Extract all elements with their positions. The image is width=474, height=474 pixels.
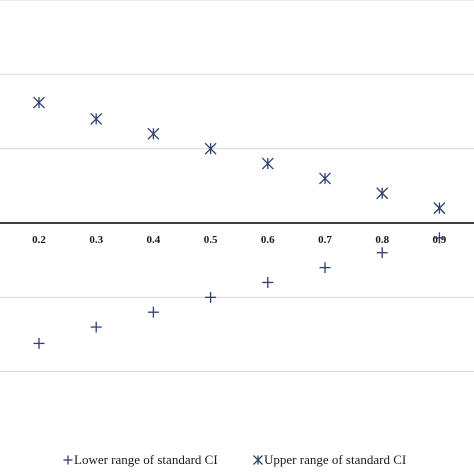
lower-ci-point bbox=[33, 337, 45, 349]
legend-label-lower: Lower range of standard CI bbox=[74, 452, 218, 467]
upper-ci-point bbox=[147, 127, 160, 140]
x-tick-label: 0.5 bbox=[204, 234, 218, 246]
x-tick-label: 0.6 bbox=[261, 234, 275, 246]
legend-item-lower: Lower range of standard CI bbox=[63, 452, 218, 467]
upper-ci-point bbox=[376, 187, 389, 200]
upper-ci-point bbox=[33, 96, 45, 109]
lower-ci-point bbox=[262, 276, 274, 288]
lower-ci-point bbox=[147, 306, 159, 318]
upper-ci-point bbox=[433, 202, 446, 215]
x-tick-label: 0.3 bbox=[89, 234, 103, 246]
lower-ci-point bbox=[376, 247, 388, 259]
lower-ci-point bbox=[433, 232, 445, 244]
data-markers bbox=[33, 96, 446, 349]
legend-item-upper: Upper range of standard CI bbox=[253, 452, 406, 467]
lower-ci-point bbox=[319, 262, 331, 274]
legend-marker-plus bbox=[63, 455, 73, 465]
x-tick-label: 0.8 bbox=[375, 234, 389, 246]
lower-ci-point bbox=[90, 321, 102, 333]
upper-ci-point bbox=[261, 157, 274, 170]
upper-ci-point bbox=[90, 112, 103, 125]
upper-ci-point bbox=[319, 172, 331, 185]
legend-marker-asterisk bbox=[253, 455, 263, 465]
legend: Lower range of standard CI Upper range o… bbox=[63, 452, 406, 467]
gridlines bbox=[0, 0, 474, 373]
x-tick-label: 0.2 bbox=[32, 234, 46, 246]
x-tick-label: 0.4 bbox=[147, 234, 161, 246]
lower-ci-point bbox=[205, 291, 217, 303]
upper-ci-point bbox=[204, 142, 217, 155]
x-tick-label: 0.7 bbox=[318, 234, 332, 246]
x-tick-labels: 0.2 0.3 0.4 0.5 0.6 0.7 0.8 0.9 bbox=[32, 234, 447, 246]
legend-label-upper: Upper range of standard CI bbox=[264, 452, 406, 467]
